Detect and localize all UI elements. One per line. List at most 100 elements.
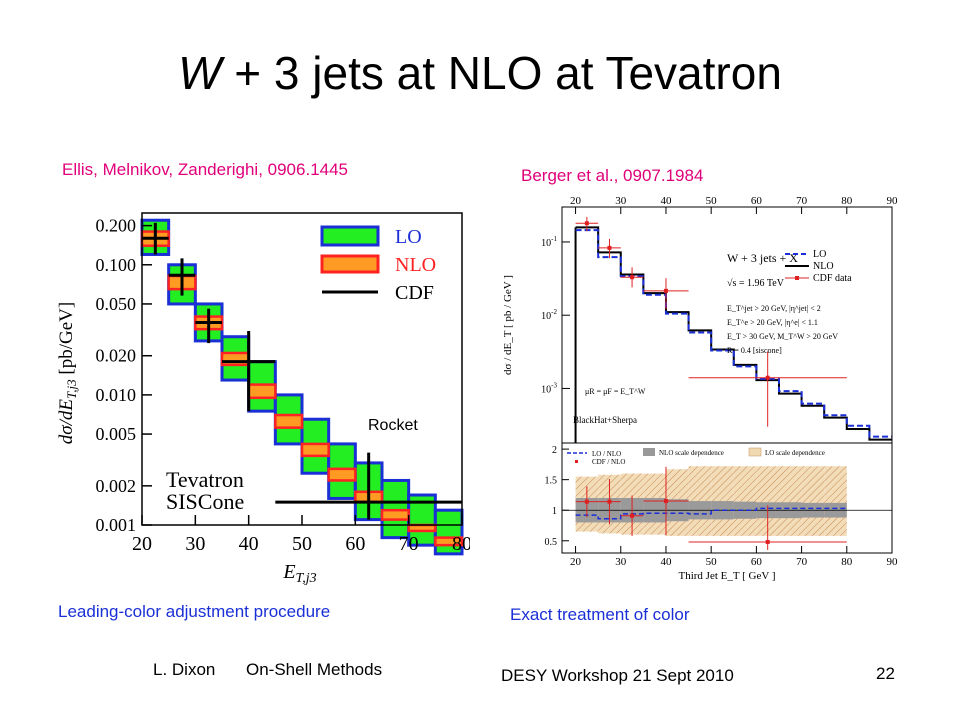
label-tevatron: Tevatron [166, 467, 244, 492]
cut-2: E_T^e > 20 GeV, |η^e| < 1.1 [727, 318, 818, 327]
right-citation: Berger et al., 0907.1984 [521, 166, 704, 185]
page-number: 22 [876, 664, 895, 683]
legend-lonlo-text: LO / NLO [592, 450, 621, 458]
nlo-band-bin [247, 383, 277, 400]
x-tick-label: 20 [132, 533, 152, 555]
left-xlabel-main: E [282, 561, 295, 583]
right-ratio-bands [562, 466, 892, 536]
nlo-band-bin [380, 508, 410, 521]
nlo-band-bin [274, 413, 304, 429]
legend-cdf-marker [795, 276, 799, 280]
x-tick-label-bottom: 20 [570, 556, 582, 568]
legend-cdfnlo-marker [575, 460, 578, 463]
left-ylabel: dσ/dET,j3 [pb/GeV] [56, 302, 79, 444]
x-tick-label-top: 70 [796, 195, 808, 207]
ratio-y-tick-label: 0.5 [545, 537, 558, 548]
sqrt-s-label: √s = 1.96 TeV [727, 278, 785, 289]
legend-nloband-text: NLO scale dependence [659, 449, 724, 457]
ratio-y-tick-label: 1 [552, 506, 557, 517]
cut-3: E_T > 30 GeV, M_T^W > 20 GeV [727, 332, 838, 341]
ratio-cdf-marker [630, 513, 635, 518]
x-tick-label: 70 [399, 533, 419, 555]
x-tick-label-top: 50 [706, 195, 718, 207]
y-tick-label: 0.050 [96, 294, 137, 314]
left-ylabel-sub: T,j3 [64, 379, 79, 399]
title-rest: + 3 jets at NLO at Tevatron [221, 47, 782, 99]
left-caption: Leading-color adjustment procedure [58, 602, 331, 621]
y-tick-label: 0.020 [96, 346, 137, 366]
lo-scale-band [824, 466, 847, 536]
nlo-band-bin [434, 536, 464, 547]
x-tick-label: 60 [345, 533, 365, 555]
x-tick-label: 40 [239, 533, 259, 555]
left-ylabel-unit: [pb/GeV] [56, 302, 77, 380]
y-tick-label: 0.001 [96, 515, 137, 535]
lo-scale-band [801, 466, 825, 536]
x-tick-label-bottom: 30 [615, 556, 627, 568]
x-tick-label: 30 [185, 533, 205, 555]
svg-text:dσ/dET,j3 [pb/GeV]: dσ/dET,j3 [pb/GeV] [56, 302, 79, 444]
right-plot: 20 20 30 30 40 40 50 50 60 60 70 70 80 80 90 90 10-1 10-2… [502, 195, 898, 582]
left-ylabel-main: dσ/dE [56, 399, 77, 445]
y-tick-label: 0.100 [96, 255, 137, 275]
y-tick-label: 10-3 [541, 381, 557, 395]
legend-cdf-text: CDF data [813, 273, 852, 284]
right-legend-top: LO NLO CDF data [785, 249, 852, 284]
y-tick-label: 10-1 [541, 235, 557, 249]
right-caption: Exact treatment of color [510, 605, 690, 624]
slide-title: W + 3 jets at NLO at Tevatron [0, 46, 960, 100]
legend-cdfnlo-text: CDF / NLO [592, 458, 625, 466]
legend-nloband-swatch [643, 448, 655, 456]
title-prefix: W [178, 47, 222, 99]
left-xlabel-sub: T,j3 [296, 571, 317, 586]
lo-band-bin [433, 508, 464, 556]
y-tick-label: 0.200 [96, 216, 137, 236]
right-ylabel-group: dσ / dE_T [ pb / GeV ] [502, 275, 514, 375]
cdf-marker [663, 288, 668, 293]
legend-loband-text: LO scale dependence [765, 449, 825, 457]
x-tick-label-top: 30 [615, 195, 627, 207]
cdf-marker [765, 375, 770, 380]
right-axes: 20 20 30 30 40 40 50 50 60 60 70 70 80 80 90 90 10-1 10-2… [541, 195, 898, 568]
cdf-marker [584, 221, 589, 226]
legend-cdf-label: CDF [395, 282, 434, 304]
y-tick-label: 0.002 [96, 476, 137, 496]
x-tick-label: 50 [292, 533, 312, 555]
ratio-cdf-marker [607, 499, 612, 504]
left-cdf-points [142, 222, 462, 520]
x-tick-label-bottom: 60 [751, 556, 763, 568]
cdf-marker [630, 275, 635, 280]
ratio-y-tick-label: 2 [552, 445, 557, 456]
y-tick-label: 0.010 [96, 385, 137, 405]
rocket-annotation: Rocket [368, 417, 418, 434]
left-xlabel: ET,j3 [282, 561, 316, 586]
left-plot: 20 30 40 50 60 70 80 0.200 0.100 0.050 0.020 0.010 0… [56, 212, 471, 586]
footer-talk: On-Shell Methods [246, 660, 383, 679]
x-tick-label-top: 20 [570, 195, 582, 207]
left-legend: LO NLO CDF [320, 225, 436, 304]
code-label: BlackHat+Sherpa [573, 415, 637, 425]
scale-label: μR = μF = E_T^W [585, 387, 646, 396]
right-bottom-frame [561, 442, 893, 554]
cdf-marker [607, 245, 612, 250]
y-tick-label: 10-2 [541, 308, 557, 322]
x-tick-label-bottom: 80 [841, 556, 853, 568]
x-tick-label-bottom: 70 [796, 556, 808, 568]
legend-lo-text: LO [813, 249, 826, 260]
left-axes: 20 30 40 50 60 70 80 0.200 0.100 0.050 0.020 0.010 0… [96, 216, 471, 555]
lo-over-nlo [575, 507, 847, 520]
footer-author: L. Dixon [153, 660, 216, 679]
x-tick-label-bottom: 90 [887, 556, 899, 568]
legend-loband-swatch [748, 447, 762, 457]
right-xlabel: Third Jet E_T [ GeV ] [678, 570, 775, 582]
legend-nlo-text: NLO [813, 261, 834, 272]
x-tick-label-top: 90 [887, 195, 899, 207]
x-tick-label-top: 60 [751, 195, 763, 207]
cut-1: E_T^jet > 20 GeV, |η^jet| < 2 [727, 304, 821, 313]
legend-nlo-swatch [320, 254, 380, 274]
right-cdf-points [575, 216, 847, 550]
process-label: W + 3 jets + X [727, 251, 798, 265]
y-tick-label: 0.005 [96, 424, 137, 444]
x-tick-label: 80 [452, 533, 470, 555]
right-legend-bottom: LO / NLO CDF / NLO NLO scale dependence … [567, 447, 825, 466]
